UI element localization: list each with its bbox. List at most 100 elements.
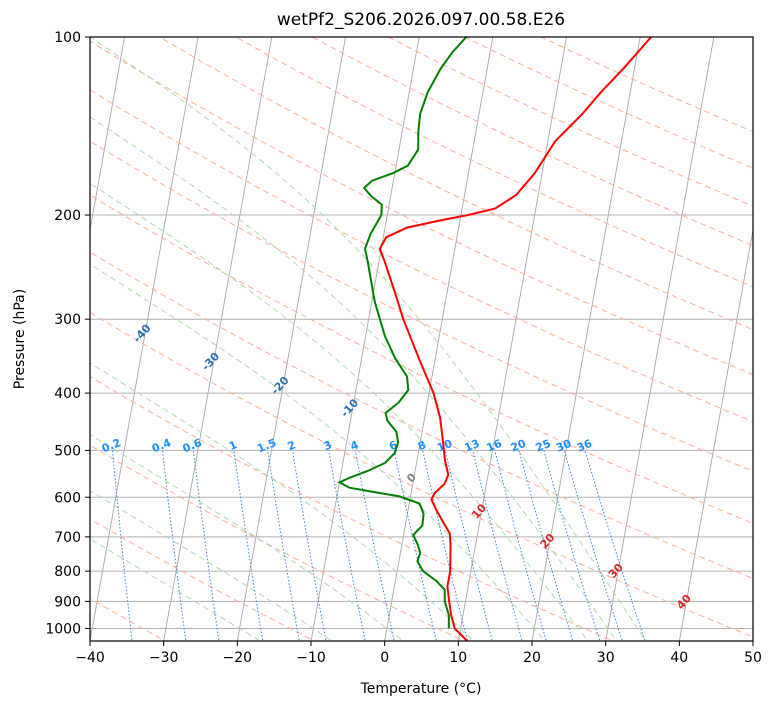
moist-adiabat-line xyxy=(90,263,546,641)
mixing-ratio-label: 3 xyxy=(322,438,334,453)
mixing-ratio-line xyxy=(233,450,264,641)
warm-isotherm-label: 30 xyxy=(606,561,626,581)
x-tick-label: 10 xyxy=(449,650,467,666)
isotherm-label: -40 xyxy=(131,321,154,345)
moist-adiabat-line xyxy=(90,490,334,641)
mixing-ratio-label: 10 xyxy=(435,437,454,455)
mixing-ratio-label: 8 xyxy=(416,438,428,453)
dewpoint-profile-line xyxy=(337,37,468,629)
dry-adiabat-line xyxy=(90,194,753,524)
y-tick-label: 700 xyxy=(54,530,81,546)
y-tick-label: 1000 xyxy=(45,622,81,638)
y-tick-label: 900 xyxy=(54,594,81,610)
isotherm-line xyxy=(236,37,346,641)
dry-adiabat-line xyxy=(90,40,753,376)
y-tick-label: 300 xyxy=(54,312,81,328)
mixing-ratio-label: 25 xyxy=(534,437,553,455)
plot-frame xyxy=(89,36,754,642)
mixing-ratio-line xyxy=(444,450,493,641)
x-tick-label: 20 xyxy=(523,650,541,666)
y-tick-label: 100 xyxy=(54,30,81,46)
x-tick-label: 30 xyxy=(597,650,615,666)
mixing-ratio-line xyxy=(472,450,523,641)
dry-adiabat-line xyxy=(234,37,753,288)
temperature-profile-line xyxy=(378,37,652,641)
isotherm-line xyxy=(90,37,199,641)
mixing-ratio-line xyxy=(422,450,469,641)
mixing-ratio-label: 30 xyxy=(554,437,573,455)
moist-adiabat-line xyxy=(90,37,647,641)
isotherm-label: -30 xyxy=(199,350,222,374)
moist-adiabat-line xyxy=(90,116,618,641)
mixing-ratio-line xyxy=(66,450,82,643)
mixing-ratio-line xyxy=(328,450,366,641)
y-axis-label: Pressure (hPa) xyxy=(12,289,28,389)
isotherm-line xyxy=(310,37,420,641)
mixing-ratio-line xyxy=(584,450,646,641)
mixing-ratio-label: 1 xyxy=(227,438,239,453)
mixing-ratio-label: 0.4 xyxy=(150,436,173,455)
x-axis-label: Temperature (°C) xyxy=(360,681,482,697)
isotherm-line xyxy=(163,37,273,641)
mixing-ratio-label: 0.2 xyxy=(100,436,123,455)
moist-adiabat-line xyxy=(90,362,475,641)
dry-adiabat-line xyxy=(90,376,615,641)
mixing-ratio-line xyxy=(494,450,547,641)
isotherm-line xyxy=(457,37,567,641)
dry-adiabat-line xyxy=(539,37,753,133)
mixing-ratio-label: 0.6 xyxy=(181,436,204,455)
mixing-ratio-line xyxy=(543,450,601,641)
moist-adiabat-line xyxy=(90,182,589,641)
x-tick-label: −40 xyxy=(75,650,105,666)
y-tick-label: 800 xyxy=(54,564,81,580)
x-tick-label: −10 xyxy=(296,650,326,666)
chart-title: wetPf2_S206.2026.097.00.58.E26 xyxy=(277,10,565,30)
mixing-ratio-line xyxy=(267,450,300,641)
isotherm-label: -60 xyxy=(0,243,20,267)
dry-adiabat-line xyxy=(90,311,753,638)
mixing-ratio-label: 16 xyxy=(485,437,504,455)
mixing-ratio-line xyxy=(563,450,623,641)
x-tick-label: 40 xyxy=(670,650,688,666)
mixing-ratio-line xyxy=(192,450,220,641)
warm-isotherm-label: 0 xyxy=(404,471,419,486)
x-tick-label: −20 xyxy=(223,650,253,666)
dry-adiabat-line xyxy=(90,444,466,641)
warm-isotherm-label: 40 xyxy=(674,592,694,612)
mixing-ratio-label: 2 xyxy=(286,438,298,453)
dry-adiabat-line xyxy=(387,37,753,207)
dry-adiabat-line xyxy=(158,37,753,331)
isotherm-line xyxy=(90,37,125,233)
axes: −40 −30 −20 −10 0 10 20 30 40 5010009008007006005… xyxy=(45,30,762,666)
x-tick-label: 0 xyxy=(380,650,389,666)
isotherm-line xyxy=(531,37,641,641)
plot-area: 0.10.20.40.611.52346810131620253036-100-… xyxy=(0,0,753,675)
y-tick-label: 600 xyxy=(54,490,81,506)
dry-adiabat-line xyxy=(90,518,316,641)
isotherm-line xyxy=(384,37,494,641)
x-tick-label: −30 xyxy=(149,650,179,666)
isotherm-line xyxy=(678,227,753,641)
mixing-ratio-label: 20 xyxy=(509,437,528,455)
y-tick-label: 500 xyxy=(54,443,81,459)
dry-adiabat-line xyxy=(90,89,753,423)
mixing-ratio-line xyxy=(112,450,133,641)
y-tick-label: 400 xyxy=(54,386,81,402)
dry-adiabat-line xyxy=(311,37,753,247)
mixing-ratio-label: 13 xyxy=(462,437,481,455)
mixing-ratio-label: 4 xyxy=(349,438,361,453)
isotherm-line xyxy=(0,0,61,675)
mixing-ratio-line xyxy=(292,450,327,641)
dry-adiabat-line xyxy=(463,37,753,169)
mixing-ratio-line xyxy=(518,450,574,641)
moist-adiabat-line xyxy=(90,538,262,641)
dry-adiabat-line xyxy=(90,251,753,580)
mixing-ratio-label: 36 xyxy=(575,437,594,455)
mixing-ratio-line xyxy=(354,450,395,641)
y-tick-label: 200 xyxy=(54,208,81,224)
mixing-ratio-label: 1.5 xyxy=(255,436,278,455)
isotherm-line xyxy=(752,638,753,641)
isotherm-label: -20 xyxy=(269,374,292,398)
warm-isotherm-label: 20 xyxy=(538,531,558,551)
